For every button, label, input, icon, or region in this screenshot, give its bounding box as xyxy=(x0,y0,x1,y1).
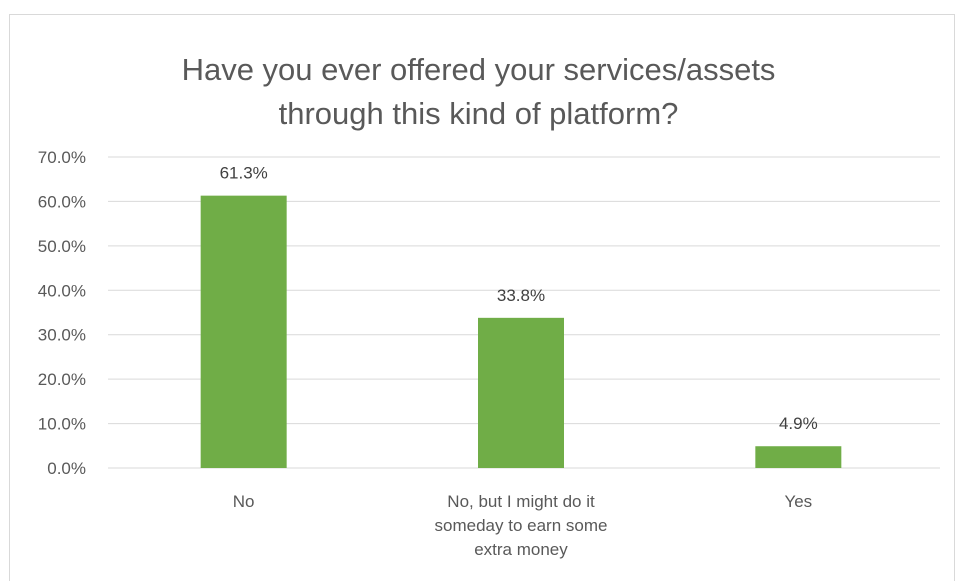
bars xyxy=(200,195,842,468)
y-tick-label: 0.0% xyxy=(47,459,86,478)
data-label: 33.8% xyxy=(497,286,545,305)
y-axis-ticks: 0.0% 10.0% 20.0% 30.0% 40.0% 50.0% 60.0% 70.0% xyxy=(38,148,86,478)
chart-frame xyxy=(9,14,955,581)
y-tick-label: 50.0% xyxy=(38,237,86,256)
chart-title: Have you ever offered your services/asse… xyxy=(181,52,776,131)
bar xyxy=(478,317,564,468)
data-labels: 61.3% 33.8% 4.9% xyxy=(220,164,818,434)
data-label: 61.3% xyxy=(220,164,268,183)
y-tick-label: 60.0% xyxy=(38,192,86,211)
x-category-label: No xyxy=(232,492,255,511)
x-category-label: No, but I might do it someday to earn so… xyxy=(434,492,608,559)
y-tick-label: 40.0% xyxy=(38,281,86,300)
y-tick-label: 70.0% xyxy=(38,148,86,167)
y-tick-label: 30.0% xyxy=(38,326,86,345)
y-tick-label: 20.0% xyxy=(38,370,86,389)
data-label: 4.9% xyxy=(779,414,818,433)
bar xyxy=(200,195,287,468)
y-tick-label: 10.0% xyxy=(38,415,86,434)
x-category-label: Yes xyxy=(784,492,813,511)
bar xyxy=(755,446,842,468)
